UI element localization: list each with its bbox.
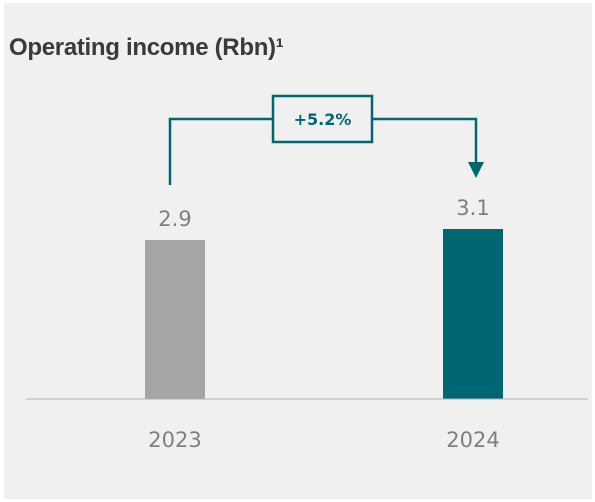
change-label: +5.2%: [294, 110, 352, 129]
bar-2024: [443, 229, 503, 399]
category-label-2024: 2024: [446, 428, 499, 452]
arrow-down-icon: [468, 162, 484, 178]
category-label-2023: 2023: [148, 428, 201, 452]
value-label-2024: 3.1: [456, 196, 489, 220]
bar-2023: [145, 239, 205, 399]
bracket-right-line: [372, 117, 478, 164]
value-label-2023: 2.9: [158, 207, 191, 231]
change-indicator: +5.2%: [168, 94, 484, 185]
chart-title: Operating income (Rbn)¹: [9, 34, 284, 61]
bracket-left-line: [168, 117, 273, 185]
change-box: [271, 94, 374, 144]
